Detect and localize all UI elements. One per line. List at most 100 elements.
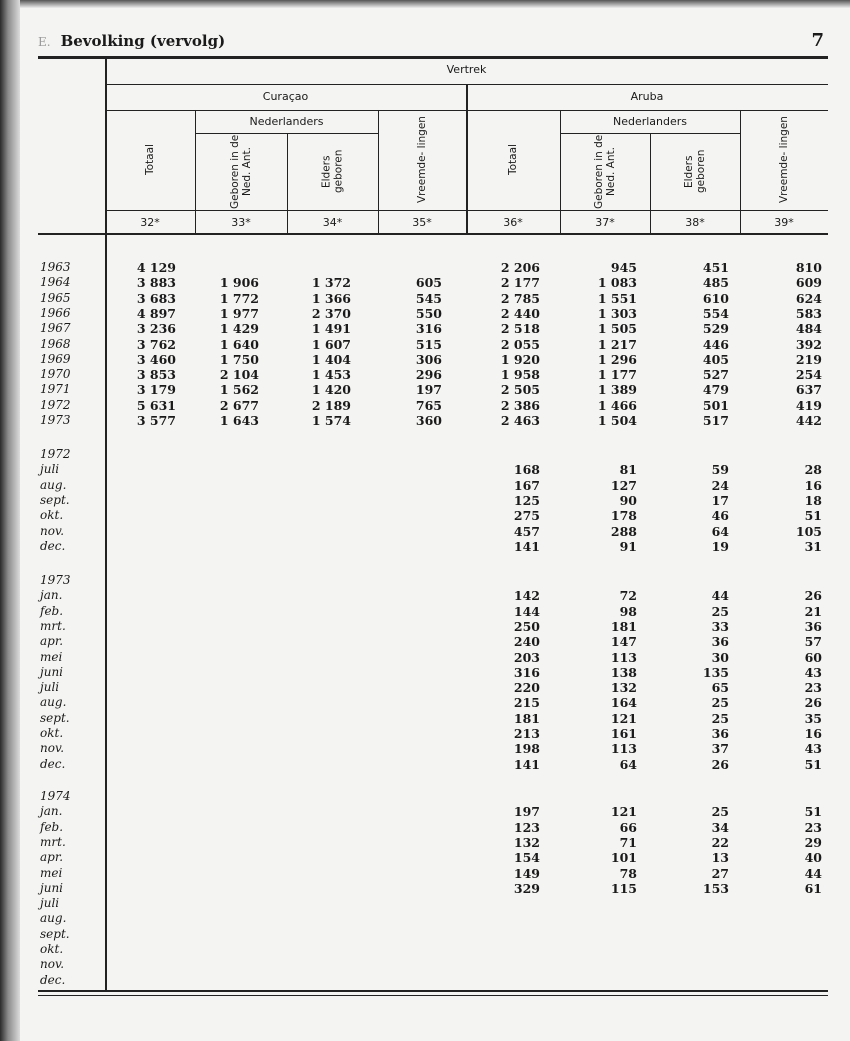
cell-value: 18 — [804, 492, 822, 508]
cell-value: 2 177 — [500, 275, 540, 291]
cell-value: 1 977 — [219, 305, 259, 321]
cell-value: 142 — [513, 588, 540, 604]
cell-value: 609 — [795, 275, 822, 291]
cell-value: 149 — [513, 865, 540, 881]
cell-value: 405 — [702, 351, 729, 367]
cell-value: 141 — [513, 538, 540, 554]
cell-value: 153 — [702, 880, 729, 896]
cell-value: 3 460 — [136, 351, 176, 367]
row-label: nov. — [40, 741, 65, 756]
row-label: 1972 — [40, 397, 71, 412]
cell-value: 1 083 — [597, 275, 637, 291]
column-label: Vreemde- lingen — [416, 116, 428, 204]
cell-value: 34 — [711, 819, 729, 835]
cell-value: 2 370 — [311, 305, 351, 321]
cell-value: 2 055 — [500, 336, 540, 352]
cell-value: 115 — [610, 880, 637, 896]
cell-value: 22 — [711, 834, 729, 850]
row-label: 1973 — [40, 573, 71, 587]
cell-value: 220 — [513, 680, 540, 696]
row-label: 1971 — [40, 382, 71, 397]
row-label: jan. — [40, 804, 63, 819]
row-label: 1963 — [40, 260, 71, 274]
row-label: aug. — [40, 477, 67, 492]
row-label: feb. — [40, 603, 64, 618]
cell-value: 3 577 — [136, 413, 176, 428]
cell-value: 515 — [415, 336, 442, 352]
cell-value: 43 — [804, 741, 822, 757]
row-label: dec. — [40, 972, 66, 987]
label-column-divider — [105, 58, 107, 991]
cell-value: 197 — [415, 382, 442, 398]
cell-value: 2 386 — [500, 397, 540, 413]
cell-value: 3 683 — [136, 290, 176, 306]
cell-value: 1 505 — [597, 321, 637, 337]
cell-value: 51 — [804, 756, 822, 772]
bottom-rule — [38, 990, 828, 992]
cell-value: 1 551 — [597, 290, 637, 306]
row-label: dec. — [40, 756, 66, 771]
col-divider — [740, 110, 741, 233]
cell-value: 550 — [415, 305, 442, 321]
column-label: Vreemde- lingen — [778, 116, 790, 204]
cell-value: 66 — [619, 819, 637, 835]
cell-value: 1 389 — [597, 382, 637, 398]
cell-value: 51 — [804, 804, 822, 820]
cell-value: 316 — [415, 321, 442, 337]
cell-value: 1 772 — [219, 290, 259, 306]
cell-value: 219 — [795, 351, 822, 367]
cell-value: 275 — [513, 508, 540, 524]
cell-value: 545 — [415, 290, 442, 306]
cell-value: 306 — [415, 351, 442, 367]
column-number: 39* — [774, 216, 794, 229]
row-label: nov. — [40, 523, 65, 538]
page-edge-top — [0, 0, 850, 8]
cell-value: 1 643 — [219, 413, 259, 428]
cell-value: 1 750 — [219, 351, 259, 367]
column-number: 36* — [503, 216, 523, 229]
column-number: 33* — [231, 216, 251, 229]
cell-value: 113 — [610, 741, 637, 757]
cell-value: 457 — [513, 523, 540, 539]
cell-value: 72 — [619, 588, 637, 604]
cell-value: 215 — [513, 695, 540, 711]
cell-value: 125 — [513, 492, 540, 508]
row-label: aug. — [40, 911, 67, 926]
row-label: 1965 — [40, 290, 71, 305]
cell-value: 198 — [513, 741, 540, 757]
cell-value: 164 — [610, 695, 637, 711]
cell-value: 21 — [804, 603, 822, 619]
cell-value: 624 — [795, 290, 822, 306]
row-label: juni — [40, 880, 64, 895]
cell-value: 1 366 — [311, 290, 351, 306]
cell-value: 167 — [513, 477, 540, 493]
cell-value: 64 — [711, 523, 729, 539]
cell-value: 25 — [711, 695, 729, 711]
cell-value: 147 — [610, 634, 637, 650]
column-number: 38* — [685, 216, 705, 229]
cell-value: 197 — [513, 804, 540, 820]
cell-value: 16 — [804, 477, 822, 493]
col-divider — [195, 110, 196, 233]
cell-value: 168 — [513, 462, 540, 478]
cell-value: 501 — [702, 397, 729, 413]
row-label: 1969 — [40, 351, 71, 366]
page-edge-left — [0, 0, 20, 1041]
cell-value: 1 420 — [311, 382, 351, 398]
cell-value: 36 — [804, 618, 822, 634]
cell-value: 4 129 — [136, 260, 176, 275]
cell-value: 554 — [702, 305, 729, 321]
cell-value: 2 677 — [219, 397, 259, 413]
cell-value: 26 — [804, 695, 822, 711]
cell-value: 101 — [610, 850, 637, 866]
cell-value: 17 — [711, 492, 729, 508]
column-label: Geboren in de Ned. Ant. — [229, 134, 253, 209]
cell-value: 765 — [415, 397, 442, 413]
cell-value: 1 453 — [311, 367, 351, 383]
cell-value: 2 518 — [500, 321, 540, 337]
cell-value: 1 504 — [597, 413, 637, 428]
group-header: Vertrek — [446, 63, 487, 76]
cell-value: 132 — [610, 680, 637, 696]
cell-value: 288 — [610, 523, 637, 539]
cell-value: 181 — [610, 618, 637, 634]
